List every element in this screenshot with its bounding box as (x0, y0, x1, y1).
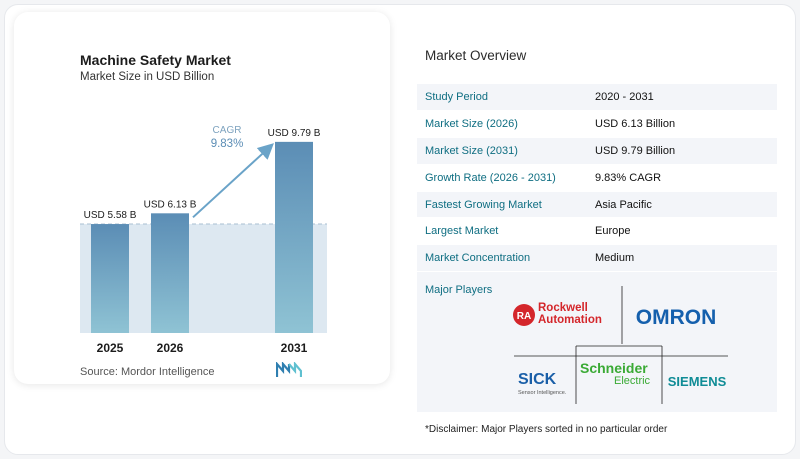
rockwell-line2: Automation (538, 314, 602, 326)
x-tick-label: 2026 (157, 341, 184, 355)
players-panel (417, 272, 777, 412)
sick-tagline: Sensor Intelligence. (518, 390, 567, 396)
overview-row-value: USD 6.13 Billion (587, 110, 777, 139)
overview-row: Study Period 2020 - 2031 (417, 84, 777, 112)
mordor-logo-icon (276, 362, 302, 377)
schneider-line1: Schneider (580, 360, 648, 376)
cagr-label: CAGR (213, 125, 242, 136)
overview-row-label: Market Size (2031) (417, 137, 587, 165)
chart-subtitle: Market Size in USD Billion (80, 71, 215, 83)
overview-row: Fastest Growing Market Asia Pacific (417, 191, 777, 219)
source-note: Source: Mordor Intelligence (80, 366, 215, 378)
overview-row-value: Medium (587, 244, 777, 273)
overview-row-label: Market Size (2026) (417, 110, 587, 139)
cagr-arrow (192, 143, 274, 219)
cagr-value: 9.83% (211, 138, 244, 150)
overview-row-label: Market Concentration (417, 244, 587, 273)
overview-row-label: Fastest Growing Market (417, 191, 587, 219)
rockwell-line1: Rockwell (538, 302, 588, 314)
overview-row: Market Concentration Medium (417, 244, 777, 273)
overview-row: Market Size (2031) USD 9.79 Billion (417, 137, 777, 165)
overview-row-label: Growth Rate (2026 - 2031) (417, 164, 587, 192)
bar-2031 (275, 141, 313, 333)
overview-title: Market Overview (425, 48, 527, 63)
players-logo-grid: RA Rockwell Automation OMRON SICK Sensor… (513, 286, 728, 404)
overview-row: Largest Market Europe (417, 217, 777, 246)
bar-value-label: USD 9.79 B (268, 128, 321, 139)
overview-row-label: Study Period (417, 84, 587, 112)
sick-name: SICK (518, 371, 557, 388)
player-logo-sick: SICK Sensor Intelligence. (518, 371, 567, 396)
chart-title: Machine Safety Market (80, 52, 231, 68)
x-tick-label: 2025 (97, 341, 124, 355)
overview-table: Study Period 2020 - 2031 Market Size (2026… (417, 84, 777, 273)
schneider-line2: Electric (614, 375, 651, 387)
overview-row-value: 2020 - 2031 (587, 84, 777, 112)
overview-row-value: Asia Pacific (587, 191, 777, 219)
player-logo-rockwell: RA Rockwell Automation (513, 302, 602, 326)
disclaimer: *Disclaimer: Major Players sorted in no … (425, 424, 668, 435)
bar-value-label: USD 5.58 B (84, 210, 137, 221)
player-logo-siemens: SIEMENS (668, 374, 727, 389)
bar-chart: USD 5.58 B 2025 USD 6.13 B 2026 USD 9.79 B 20… (80, 125, 327, 355)
overview-row: Growth Rate (2026 - 2031) 9.83% CAGR (417, 164, 777, 192)
overview-row-value: Europe (587, 217, 777, 246)
bar-2025 (91, 224, 129, 333)
overview-row-value: 9.83% CAGR (587, 164, 777, 192)
players-label: Major Players (425, 284, 493, 296)
rockwell-mark: RA (517, 311, 531, 322)
player-logo-schneider: Schneider Electric (580, 360, 651, 387)
overview-row: Market Size (2026) USD 6.13 Billion (417, 110, 777, 139)
rockwell-mark-icon (513, 304, 535, 326)
bar-2026 (151, 213, 189, 333)
x-tick-label: 2031 (281, 341, 308, 355)
player-logo-omron: OMRON (636, 306, 717, 329)
overview-row-label: Largest Market (417, 217, 587, 246)
bar-value-label: USD 6.13 B (144, 199, 197, 210)
overview-row-value: USD 9.79 Billion (587, 137, 777, 165)
